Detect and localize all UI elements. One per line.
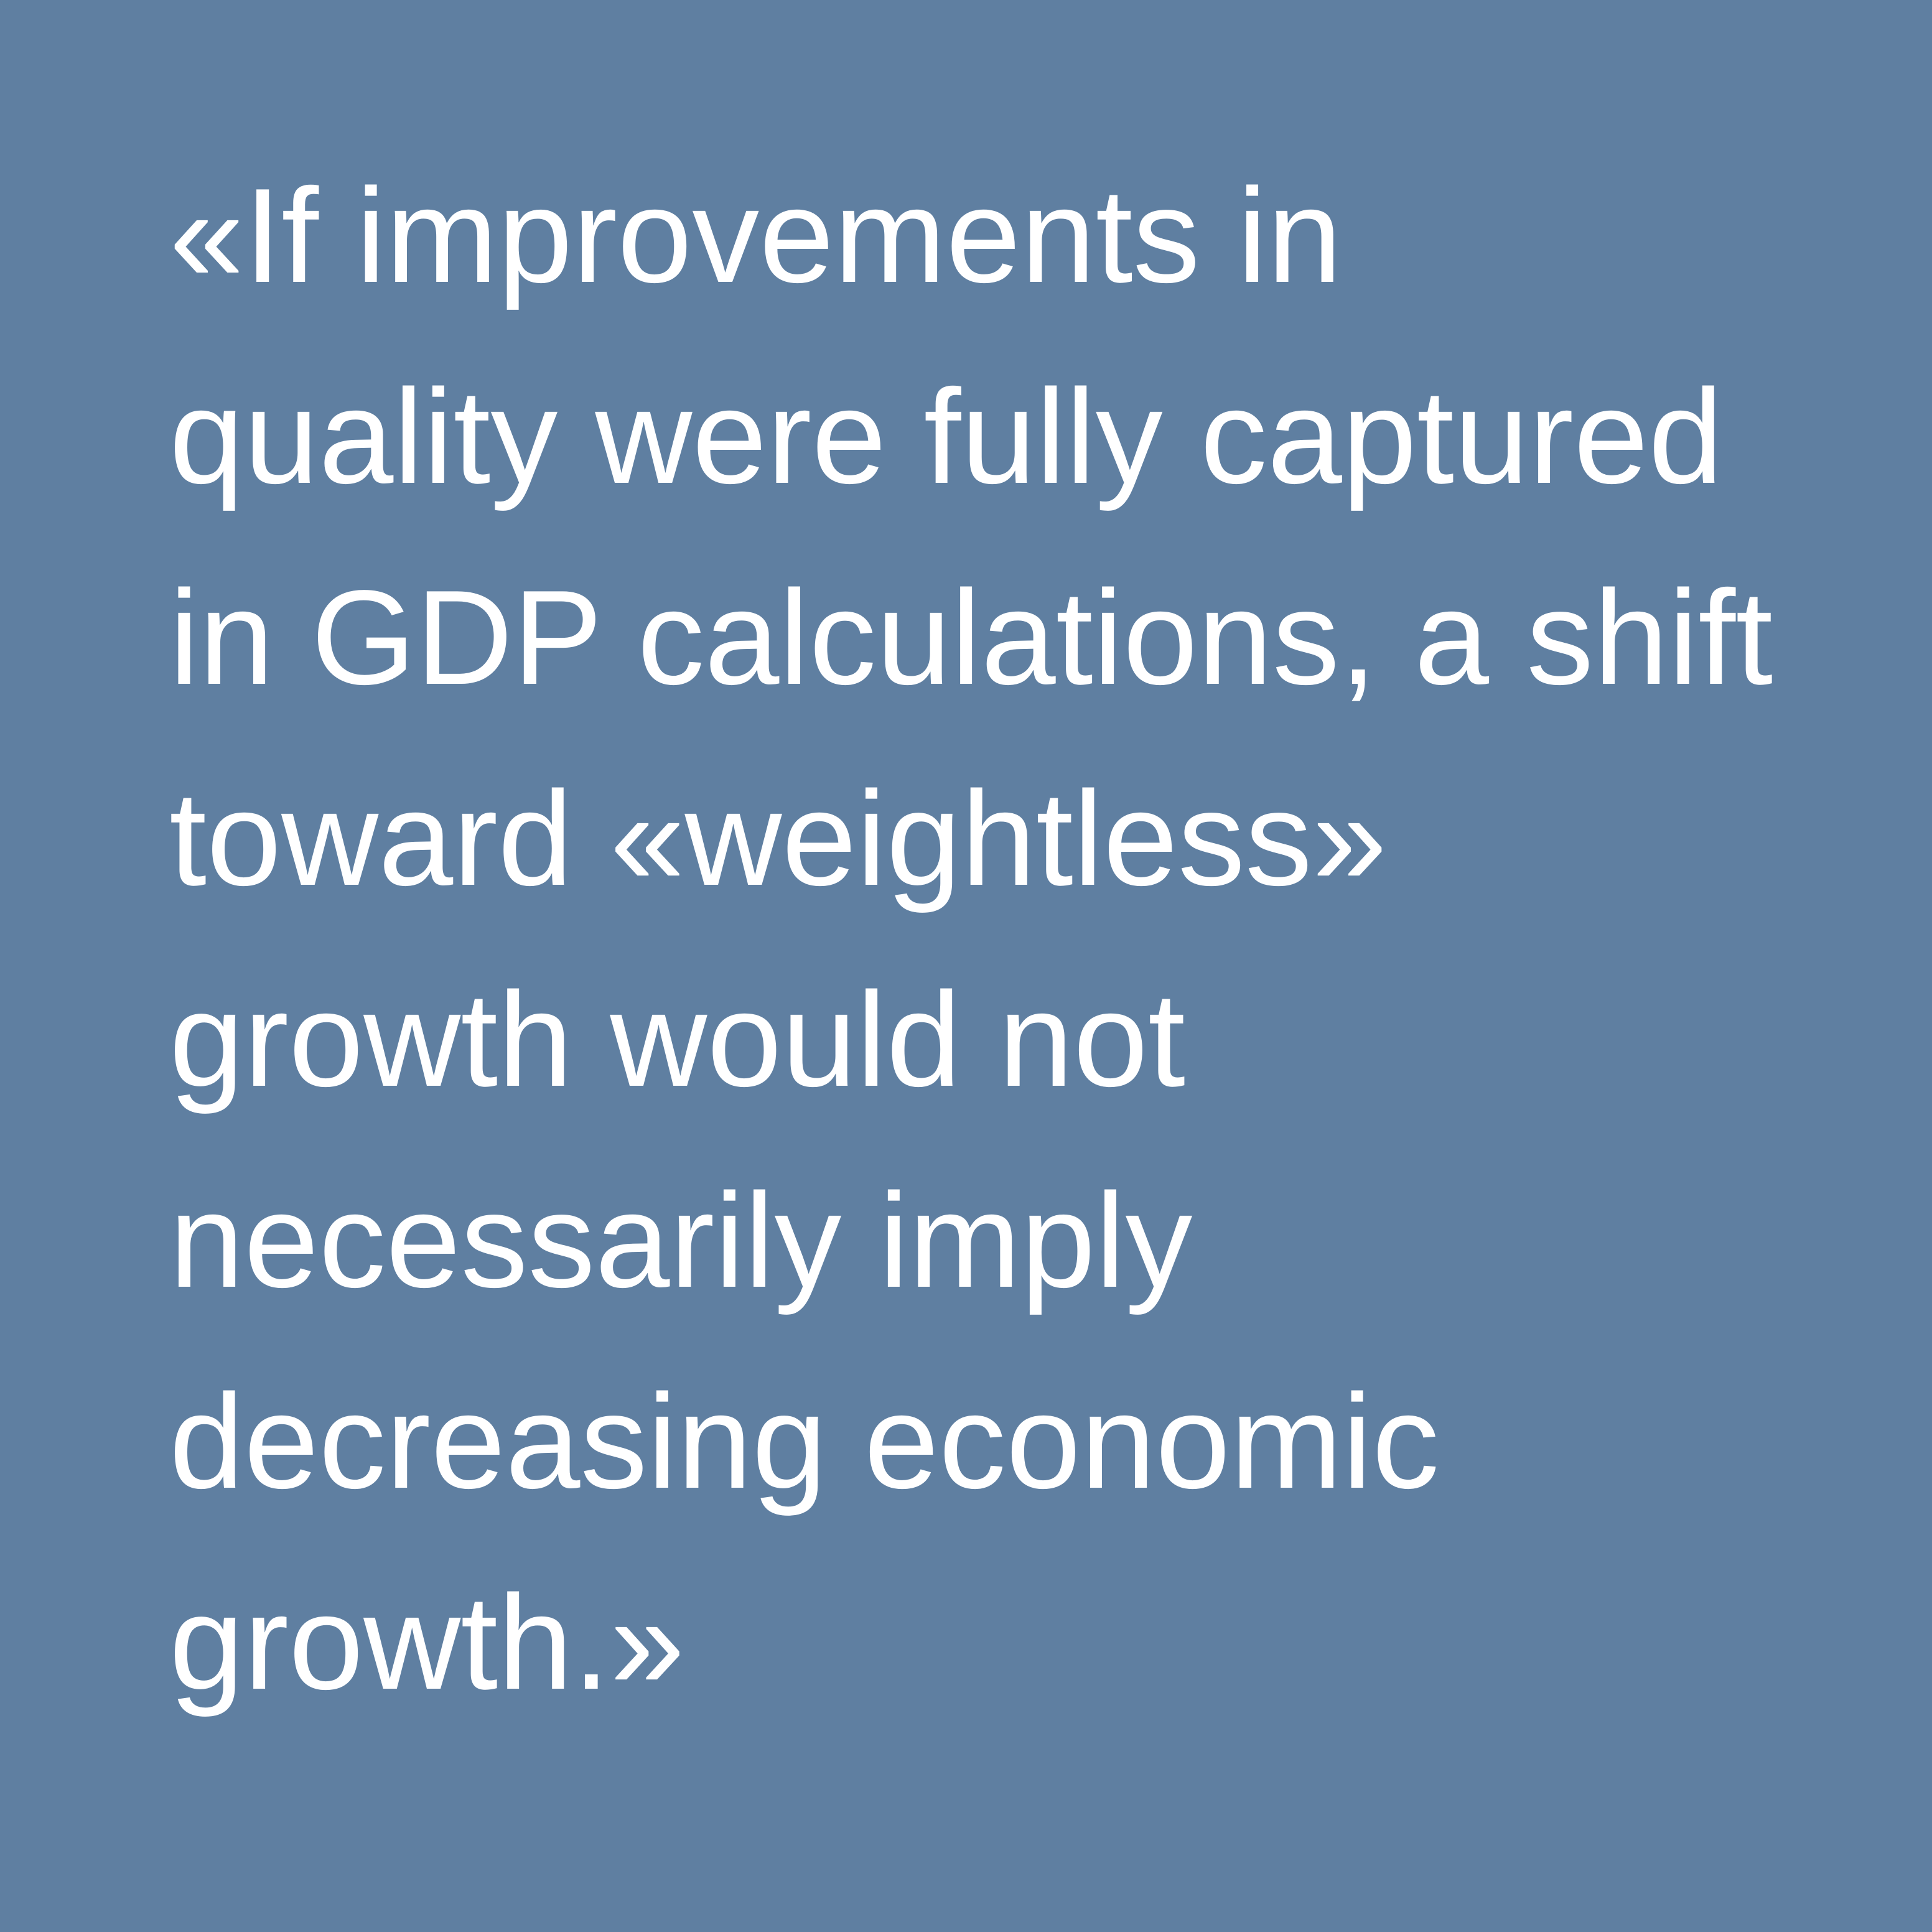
quote-line: growth.» bbox=[169, 1567, 685, 1717]
quote-line: «If improvements in bbox=[169, 160, 1342, 310]
quote-line: decreasing economic bbox=[169, 1366, 1440, 1516]
quote-line: toward «weightless» bbox=[169, 763, 1388, 913]
quote-line: quality were fully captured bbox=[169, 361, 1724, 511]
quote-line: growth would not bbox=[169, 964, 1185, 1114]
quote-text: «If improvements in quality were fully c… bbox=[169, 135, 1773, 1743]
quote-line: necessarily imply bbox=[169, 1165, 1193, 1315]
quote-line: in GDP calculations, a shift bbox=[169, 562, 1773, 712]
